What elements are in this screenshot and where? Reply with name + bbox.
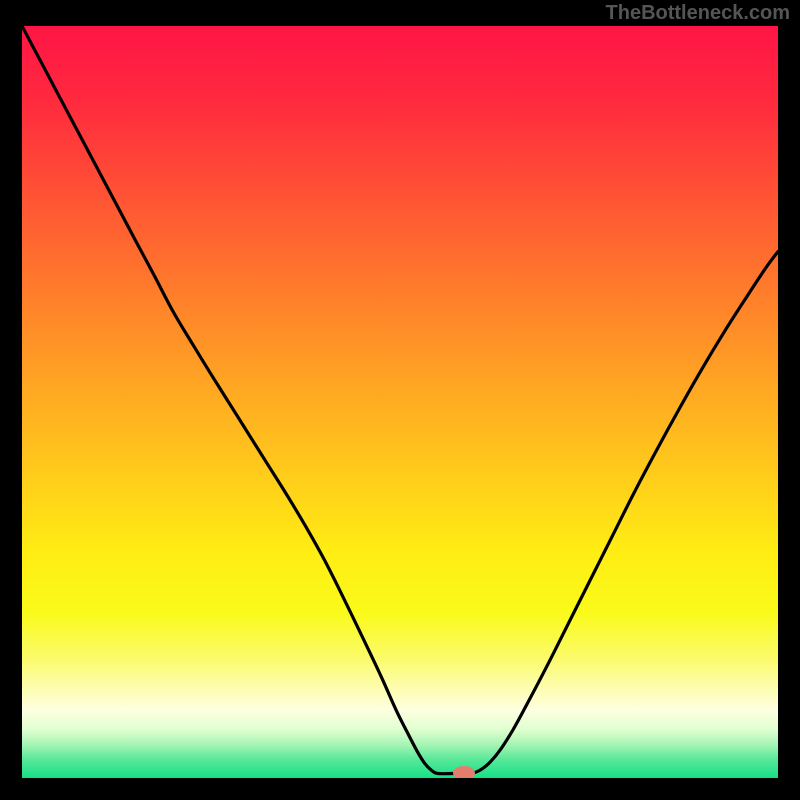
chart-curve (22, 26, 778, 778)
watermark-text: TheBottleneck.com (606, 2, 790, 25)
chart-plot-area (22, 26, 778, 778)
bottleneck-curve-path (22, 26, 778, 774)
optimum-marker (453, 766, 475, 778)
